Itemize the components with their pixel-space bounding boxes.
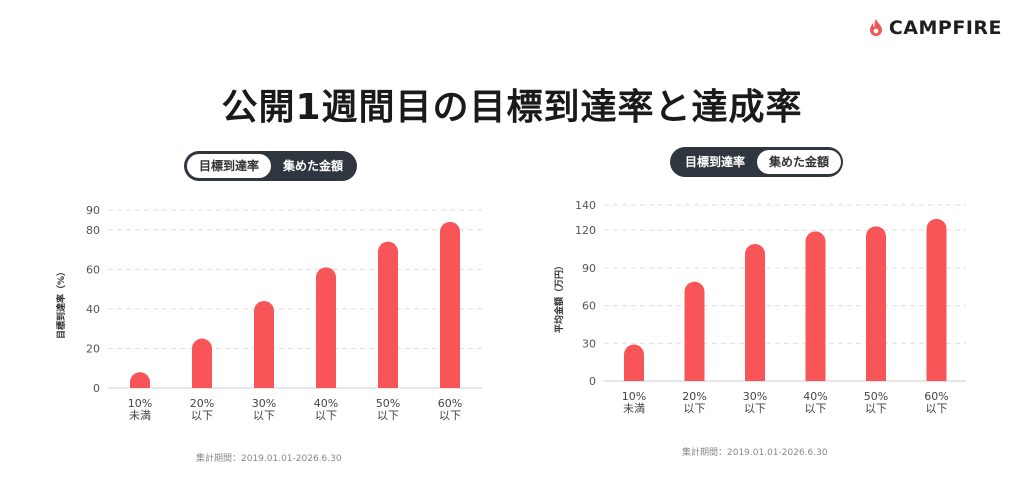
y-tick-label: 90 <box>86 204 100 217</box>
bar <box>745 243 765 381</box>
x-tick-label: 20% <box>682 390 706 403</box>
x-tick-label: 以下 <box>253 409 275 422</box>
x-tick-label: 未満 <box>623 402 645 415</box>
toggle-goal-rate[interactable]: 目標到達率 <box>187 154 272 178</box>
right-chart-toggle[interactable]: 目標到達率 集めた金額 <box>670 147 843 177</box>
x-tick-label: 以下 <box>744 402 766 415</box>
bar <box>440 221 460 388</box>
x-tick-label: 50% <box>376 397 400 410</box>
bar <box>130 372 150 388</box>
x-tick-label: 以下 <box>439 409 461 422</box>
x-tick-label: 10% <box>622 390 646 403</box>
x-tick-label: 以下 <box>377 409 399 422</box>
x-tick-label: 60% <box>924 390 948 403</box>
toggle-amount[interactable]: 集めた金額 <box>283 159 344 173</box>
x-tick-label: 60% <box>438 397 462 410</box>
bar <box>926 218 947 381</box>
y-tick-label: 90 <box>582 262 596 275</box>
x-tick-label: 50% <box>864 390 888 403</box>
x-tick-label: 40% <box>803 390 827 403</box>
x-tick-label: 以下 <box>805 402 827 415</box>
x-tick-label: 30% <box>252 397 276 410</box>
bar <box>684 281 705 381</box>
y-tick-label: 40 <box>86 303 100 316</box>
toggle-goal-rate[interactable]: 目標到達率 <box>685 155 746 169</box>
y-tick-label: 60 <box>86 263 100 276</box>
toggle-amount[interactable]: 集めた金額 <box>757 150 842 174</box>
bar <box>192 338 212 388</box>
y-tick-label: 0 <box>93 382 100 395</box>
x-tick-label: 未満 <box>129 409 151 422</box>
x-tick-label: 20% <box>190 397 214 410</box>
x-tick-label: 40% <box>314 397 338 410</box>
left-period-note: 集計期間：2019.01.01-2026.6.30 <box>196 454 342 464</box>
bar <box>866 226 886 381</box>
y-tick-label: 120 <box>575 224 596 237</box>
x-tick-label: 以下 <box>926 402 948 415</box>
x-tick-label: 以下 <box>315 409 337 422</box>
campfire-logo-icon <box>869 19 882 36</box>
brand-name: CAMPFIRE <box>888 17 1002 39</box>
y-tick-label: 140 <box>575 199 596 212</box>
brand[interactable]: CAMPFIRE <box>868 17 1002 39</box>
bar <box>624 344 644 381</box>
y-axis-label: 平均金額（万円） <box>553 261 565 333</box>
x-tick-label: 10% <box>128 397 152 410</box>
y-tick-label: 30 <box>582 337 596 350</box>
left-chart-toggle[interactable]: 目標到達率 集めた金額 <box>184 151 357 181</box>
right-period-note: 集計期間：2019.01.01-2026.6.30 <box>682 448 828 458</box>
y-tick-label: 80 <box>86 224 100 237</box>
x-tick-label: 以下 <box>191 409 213 422</box>
y-tick-label: 20 <box>86 342 100 355</box>
bar <box>316 267 336 388</box>
x-tick-label: 以下 <box>684 402 706 415</box>
y-tick-label: 0 <box>589 375 596 388</box>
x-tick-label: 以下 <box>865 402 887 415</box>
y-axis-label: 目標到達率（%） <box>55 267 67 339</box>
bar <box>254 300 274 388</box>
y-tick-label: 60 <box>582 300 596 313</box>
x-tick-label: 30% <box>743 390 767 403</box>
bar <box>378 241 398 388</box>
page-title: 公開1週間目の目標到達率と達成率 <box>221 87 803 128</box>
bar <box>805 231 826 381</box>
